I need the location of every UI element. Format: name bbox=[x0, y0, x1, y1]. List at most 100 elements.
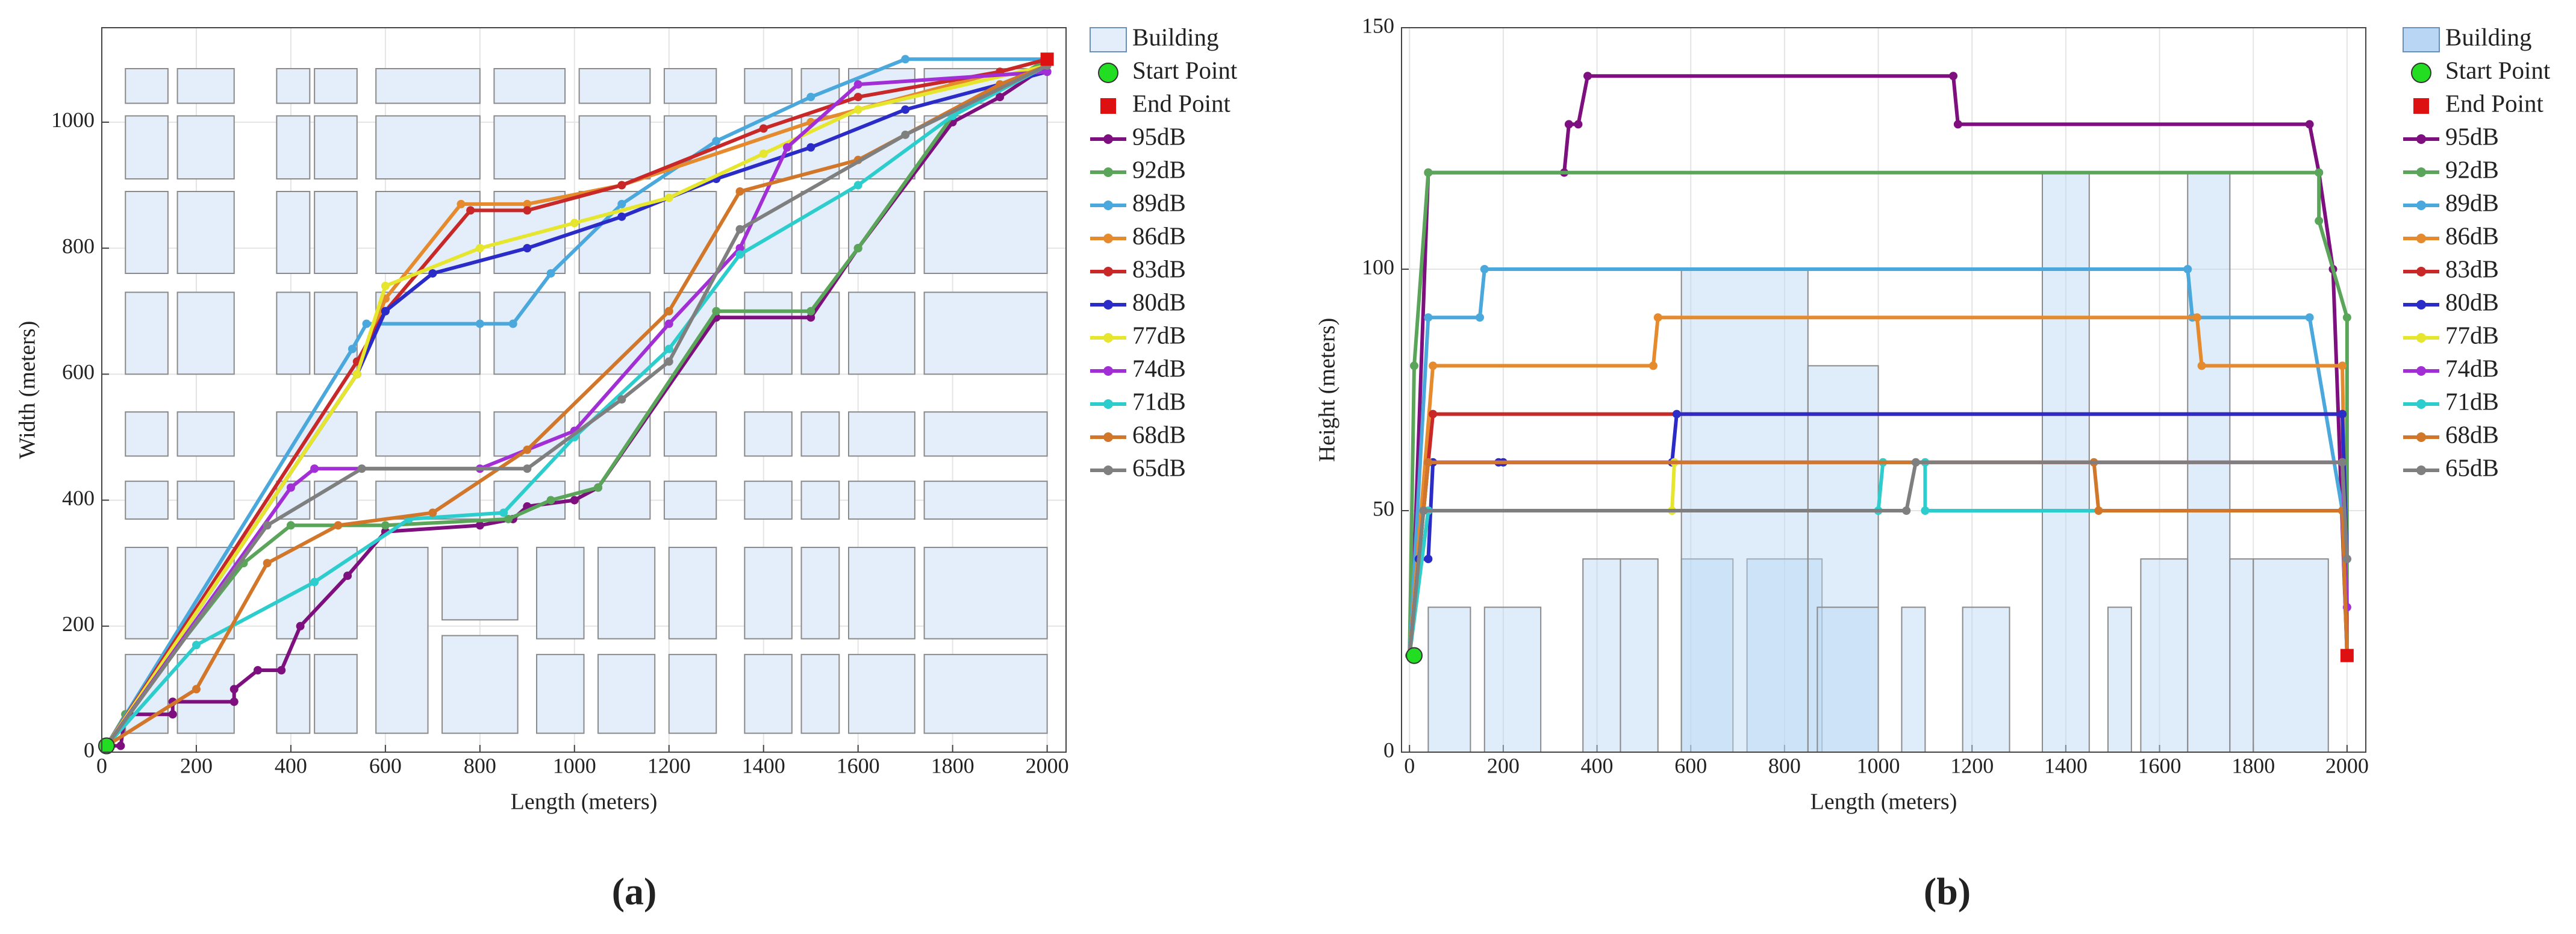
route-marker bbox=[853, 181, 862, 190]
x-tick-label: 1200 bbox=[647, 753, 691, 777]
legend-label: Start Point bbox=[1132, 56, 1238, 84]
route-marker bbox=[759, 124, 768, 133]
legend-swatch bbox=[2416, 465, 2426, 475]
building bbox=[493, 115, 566, 180]
building bbox=[923, 115, 1048, 180]
building bbox=[1427, 606, 1471, 753]
plot-area bbox=[1402, 28, 2366, 752]
route-marker bbox=[1949, 72, 1958, 81]
building bbox=[1901, 606, 1926, 753]
x-tick-label: 1200 bbox=[1950, 753, 1994, 777]
route-marker bbox=[428, 269, 437, 278]
route-line bbox=[105, 70, 1048, 747]
x-tick-label: 400 bbox=[1581, 753, 1614, 777]
x-tick-label: 1600 bbox=[2138, 753, 2181, 777]
route-marker bbox=[617, 212, 626, 221]
building bbox=[800, 190, 840, 274]
route-marker bbox=[1429, 409, 1438, 419]
route-marker bbox=[1902, 506, 1911, 515]
route-marker bbox=[759, 149, 768, 158]
route-marker bbox=[381, 307, 390, 316]
route-marker bbox=[1583, 72, 1592, 81]
legend-swatch bbox=[1103, 399, 1113, 409]
building bbox=[493, 291, 566, 375]
route-marker bbox=[499, 508, 508, 517]
legend-label: 92dB bbox=[1132, 155, 1186, 183]
route-marker bbox=[343, 571, 352, 581]
route-marker bbox=[523, 244, 532, 253]
legend-swatch bbox=[1103, 234, 1113, 243]
legend-label: End Point bbox=[1132, 89, 1230, 117]
building bbox=[923, 653, 1048, 734]
route-marker bbox=[853, 244, 862, 253]
building bbox=[847, 653, 915, 734]
route-marker bbox=[664, 319, 673, 328]
y-tick-label: 400 bbox=[62, 486, 95, 510]
y-axis-label: Height (meters) bbox=[1315, 318, 1340, 462]
route-marker bbox=[523, 464, 532, 473]
route-marker bbox=[523, 206, 532, 215]
route-marker bbox=[1429, 361, 1438, 370]
route-marker bbox=[712, 137, 721, 146]
building bbox=[668, 653, 717, 734]
building bbox=[1582, 558, 1621, 753]
route-marker bbox=[428, 508, 437, 517]
route-marker bbox=[806, 93, 816, 102]
legend-label: 89dB bbox=[1132, 188, 1186, 216]
route-marker bbox=[735, 250, 744, 259]
route-marker bbox=[475, 319, 484, 328]
legend-label: 74dB bbox=[2445, 354, 2499, 382]
legend-label: End Point bbox=[2445, 89, 2543, 117]
route-marker bbox=[1410, 361, 1419, 370]
building bbox=[1746, 558, 1823, 753]
building bbox=[314, 653, 358, 734]
building bbox=[125, 291, 169, 375]
route-marker bbox=[806, 313, 816, 322]
route-marker bbox=[1424, 168, 1433, 177]
route-line bbox=[1408, 316, 2349, 656]
building bbox=[314, 115, 358, 180]
y-tick-label: 150 bbox=[1362, 13, 1394, 37]
legend-swatch bbox=[1103, 333, 1113, 343]
x-tick-label: 800 bbox=[464, 753, 496, 777]
route-marker bbox=[381, 521, 390, 530]
route-marker bbox=[735, 187, 744, 196]
route-marker bbox=[286, 521, 295, 530]
x-tick-label: 1600 bbox=[837, 753, 880, 777]
route-marker bbox=[2338, 361, 2347, 370]
route-marker bbox=[901, 130, 910, 139]
route-marker bbox=[475, 244, 484, 253]
route-marker bbox=[664, 307, 673, 316]
building bbox=[578, 115, 651, 180]
route-marker bbox=[782, 143, 791, 152]
building bbox=[276, 115, 311, 180]
route-marker bbox=[2094, 506, 2103, 515]
building bbox=[125, 190, 169, 274]
y-tick-label: 0 bbox=[1383, 738, 1394, 762]
axes-frame bbox=[101, 27, 1067, 753]
building bbox=[847, 411, 915, 457]
route-marker bbox=[2305, 120, 2314, 129]
legend-label: 74dB bbox=[1132, 354, 1186, 382]
building bbox=[176, 67, 235, 104]
route-marker bbox=[504, 514, 513, 523]
route-marker bbox=[2342, 313, 2351, 322]
route-marker bbox=[2192, 313, 2201, 322]
route-marker bbox=[617, 199, 626, 208]
building bbox=[744, 411, 793, 457]
building bbox=[923, 411, 1048, 457]
building bbox=[441, 547, 519, 621]
route-marker bbox=[229, 697, 239, 706]
building bbox=[578, 190, 651, 274]
route-marker bbox=[457, 199, 466, 208]
building bbox=[578, 67, 651, 104]
legend-swatch bbox=[2416, 267, 2426, 276]
route-marker bbox=[546, 269, 555, 278]
building bbox=[923, 481, 1048, 520]
route-marker bbox=[806, 307, 816, 316]
x-tick-label: 2000 bbox=[1026, 753, 1069, 777]
x-tick-label: 400 bbox=[275, 753, 307, 777]
legend-swatch bbox=[2416, 300, 2426, 310]
building bbox=[375, 411, 481, 457]
legend-swatch bbox=[2413, 98, 2429, 114]
